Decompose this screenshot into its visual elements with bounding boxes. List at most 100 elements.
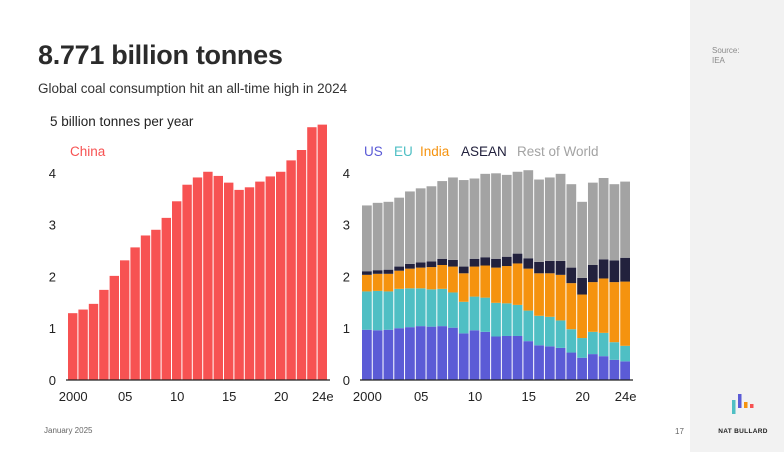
y-tick-label: 0: [49, 373, 56, 388]
y-tick-label: 3: [343, 218, 350, 233]
bar-asean: [587, 265, 598, 283]
x-tick-label: 24e: [615, 389, 637, 404]
bar-eu: [448, 292, 458, 328]
bar-asean: [609, 260, 620, 283]
brand-logo-icon: [732, 394, 754, 414]
bar-us: [609, 359, 620, 380]
x-tick-label: 10: [468, 389, 482, 404]
bar-asean: [469, 258, 480, 267]
bar-asean: [383, 269, 394, 274]
x-tick-label: 20: [274, 389, 288, 404]
bar-asean: [448, 259, 458, 267]
y-axis-unit-label: 5 billion tonnes per year: [50, 114, 194, 129]
bar-china: [151, 229, 161, 380]
bar-eu: [437, 288, 448, 327]
bar-us: [383, 329, 394, 380]
bar-china: [88, 303, 99, 380]
y-tick-label: 4: [49, 166, 56, 181]
bar-asean: [437, 258, 448, 266]
bar-rest-of-world: [394, 197, 405, 267]
y-tick-label: 1: [49, 321, 56, 336]
bar-us: [394, 328, 405, 380]
bar-rest-of-world: [512, 171, 523, 254]
bar-india: [501, 266, 512, 304]
bar-asean: [598, 259, 609, 279]
bar-us: [437, 326, 448, 380]
bar-us: [415, 326, 426, 380]
bar-eu: [577, 338, 587, 358]
bar-india: [480, 265, 491, 298]
bar-us: [512, 335, 523, 380]
bar-india: [534, 273, 544, 316]
bar-china: [120, 260, 130, 380]
bar-china: [182, 184, 192, 380]
bar-china: [307, 127, 317, 380]
source-note: Source: IEA: [712, 46, 740, 65]
legend-eu: EU: [394, 144, 413, 159]
footer-date: January 2025: [44, 426, 93, 435]
bar-india: [491, 267, 501, 303]
bar-china: [317, 124, 327, 380]
bar-india: [415, 267, 426, 289]
bar-india: [383, 273, 394, 292]
bar-rest-of-world: [523, 170, 534, 259]
bar-asean: [566, 267, 577, 284]
bar-india: [448, 266, 458, 293]
bar-us: [577, 357, 587, 380]
bar-india: [609, 282, 620, 343]
bar-china: [78, 309, 88, 380]
x-tick-label: 15: [522, 389, 536, 404]
series-label-china: China: [70, 144, 106, 159]
bar-us: [555, 347, 566, 380]
bar-asean: [577, 277, 587, 295]
bar-eu: [566, 329, 577, 353]
bar-china: [192, 177, 203, 380]
x-tick-label: 15: [222, 389, 236, 404]
bar-india: [405, 268, 415, 289]
bar-rest-of-world: [415, 188, 426, 263]
bar-eu: [523, 310, 534, 342]
bar-eu: [512, 304, 523, 336]
bar-eu: [394, 288, 405, 329]
page-subtitle: Global coal consumption hit an all-time …: [38, 81, 348, 96]
bar-rest-of-world: [609, 184, 620, 261]
bar-india: [577, 294, 587, 339]
bar-asean: [372, 270, 383, 274]
bar-eu: [415, 288, 426, 327]
bar-india: [426, 267, 437, 290]
bar-asean: [555, 260, 566, 275]
bar-us: [458, 333, 469, 380]
bar-china: [130, 247, 140, 380]
bar-us: [362, 329, 372, 380]
bar-us: [587, 354, 598, 380]
legend-us: US: [364, 144, 383, 159]
bar-china: [234, 189, 244, 380]
bar-india: [469, 266, 480, 297]
bar-asean: [458, 266, 469, 274]
bar-rest-of-world: [383, 201, 394, 270]
bar-rest-of-world: [437, 181, 448, 259]
bar-asean: [544, 260, 555, 274]
bar-rest-of-world: [555, 173, 566, 261]
bar-eu: [620, 345, 630, 362]
bar-asean: [415, 262, 426, 268]
bar-china: [172, 201, 182, 380]
x-tick-label: 24e: [312, 389, 334, 404]
bar-eu: [587, 331, 598, 355]
bar-us: [372, 330, 383, 380]
bar-rest-of-world: [620, 181, 630, 258]
bar-india: [620, 281, 630, 346]
bar-eu: [383, 291, 394, 330]
bar-us: [566, 352, 577, 380]
bar-china: [213, 175, 223, 380]
x-tick-label: 2000: [59, 389, 88, 404]
y-tick-label: 0: [343, 373, 350, 388]
page-title: 8.771 billion tonnes: [38, 40, 283, 70]
x-tick-label: 2000: [353, 389, 382, 404]
bar-rest-of-world: [544, 177, 555, 261]
bar-asean: [480, 257, 491, 266]
bar-china: [265, 176, 275, 380]
bar-asean: [426, 261, 437, 268]
y-tick-label: 1: [343, 321, 350, 336]
bar-rest-of-world: [491, 173, 501, 259]
